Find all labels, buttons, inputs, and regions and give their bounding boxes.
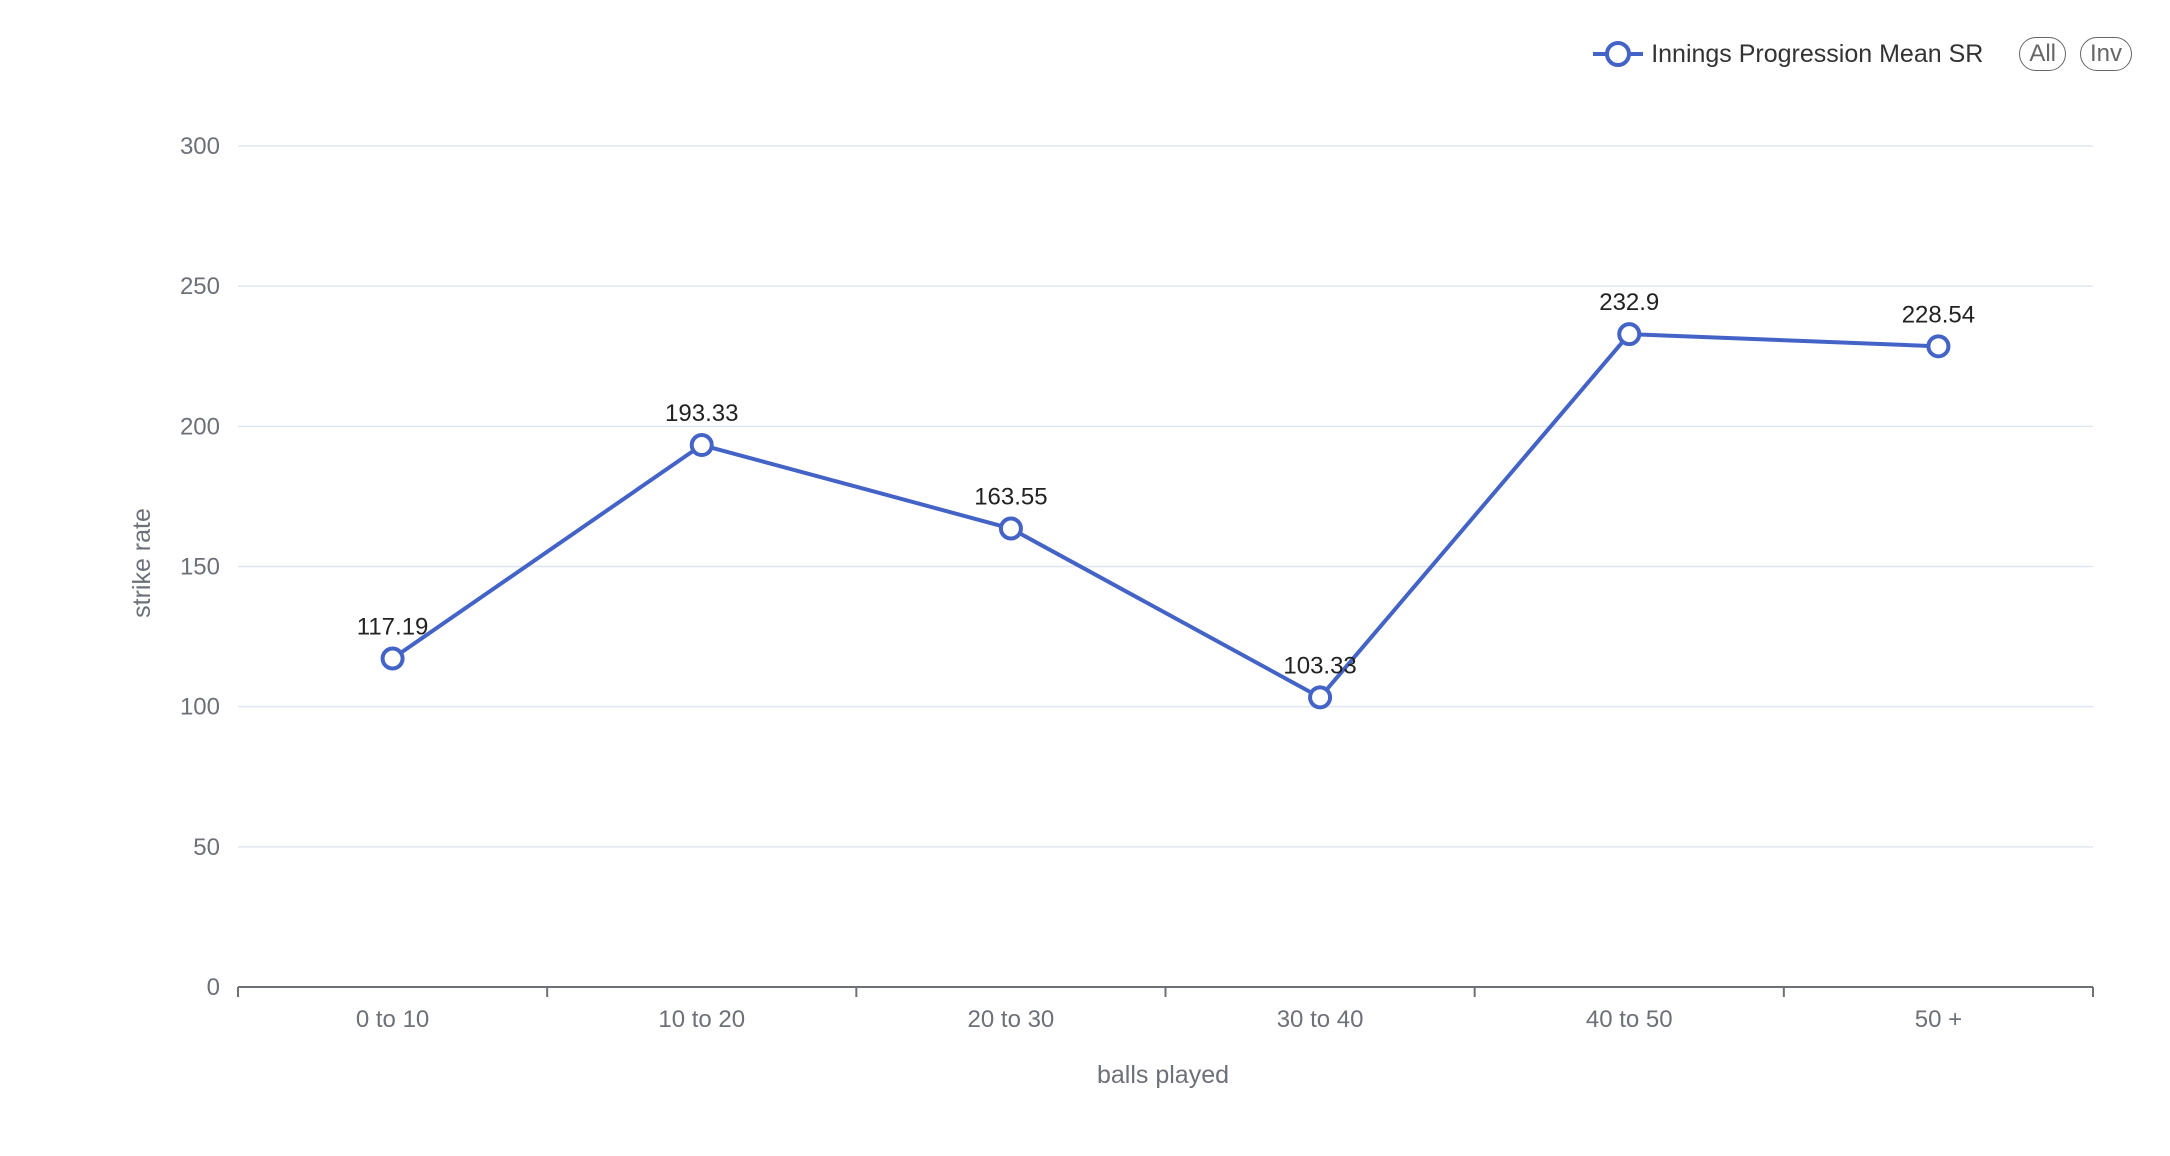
x-tick-label: 20 to 30	[968, 1006, 1055, 1033]
data-point[interactable]	[1308, 685, 1333, 710]
series-line-group	[380, 322, 1951, 710]
legend-item-series[interactable]: Innings Progression Mean SR	[1593, 39, 2005, 69]
data-point[interactable]	[380, 646, 405, 671]
legend-select-all-button[interactable]: All	[2019, 37, 2066, 71]
y-tick-label: 0	[207, 974, 220, 1001]
legend-series-marker-icon	[1593, 41, 1644, 67]
x-tick-label: 40 to 50	[1586, 1006, 1673, 1033]
y-tick-label: 300	[180, 133, 220, 160]
legend-inverse-button[interactable]: Inv	[2079, 37, 2132, 71]
data-value-label: 232.9	[1599, 289, 1659, 316]
grid-lines	[238, 145, 2093, 848]
data-value-label: 193.33	[665, 400, 738, 427]
x-axis: 0 to 10 10 to 20 20 to 30 30 to 40 40 to 50 5…	[237, 986, 2094, 1033]
data-value-label: 228.54	[1902, 301, 1975, 328]
y-tick-label: 200	[180, 413, 220, 440]
data-point[interactable]	[689, 433, 714, 458]
legend: Innings Progression Mean SR All Inv	[1593, 34, 2132, 74]
y-tick-label: 50	[193, 834, 220, 861]
data-value-label: 117.19	[357, 613, 429, 640]
y-axis-title: strike rate	[128, 508, 156, 618]
legend-series-label: Innings Progression Mean SR	[1651, 39, 1984, 68]
x-tick-label: 30 to 40	[1277, 1006, 1364, 1033]
x-tick-label: 10 to 20	[658, 1006, 745, 1033]
y-tick-label: 250	[180, 273, 220, 300]
data-point[interactable]	[1617, 322, 1642, 347]
x-tick-label: 50 +	[1915, 1006, 1962, 1033]
y-axis: 0 50 100 150 200 250 300	[180, 133, 220, 1001]
x-tick-label: 0 to 10	[356, 1006, 429, 1033]
y-tick-label: 100	[180, 694, 220, 721]
data-value-label: 103.33	[1283, 652, 1356, 679]
y-tick-label: 150	[180, 554, 220, 581]
data-point[interactable]	[998, 516, 1023, 541]
data-labels: 117.19 193.33 163.55 103.33 232.9 228.54	[357, 289, 1975, 679]
data-point[interactable]	[1926, 334, 1951, 359]
series-line	[391, 332, 1939, 700]
x-axis-title: balls played	[1097, 1061, 1229, 1089]
data-value-label: 163.55	[974, 484, 1047, 511]
